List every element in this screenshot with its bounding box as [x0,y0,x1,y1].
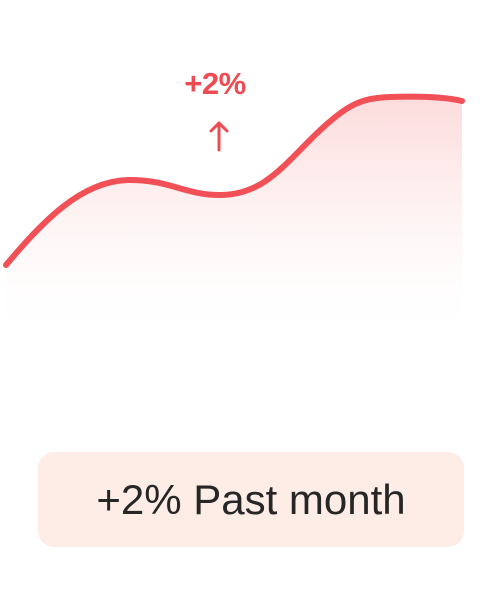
arrow-up-icon [209,121,229,152]
trend-line [3,93,465,268]
summary-badge: +2% Past month [38,452,464,547]
summary-separator [182,476,194,524]
summary-change: +2% [96,475,182,523]
trend-delta-label: +2% [184,66,246,101]
summary-period: Past month [193,475,406,523]
trend-area-fill [6,96,462,341]
trend-line-chart [3,93,465,341]
